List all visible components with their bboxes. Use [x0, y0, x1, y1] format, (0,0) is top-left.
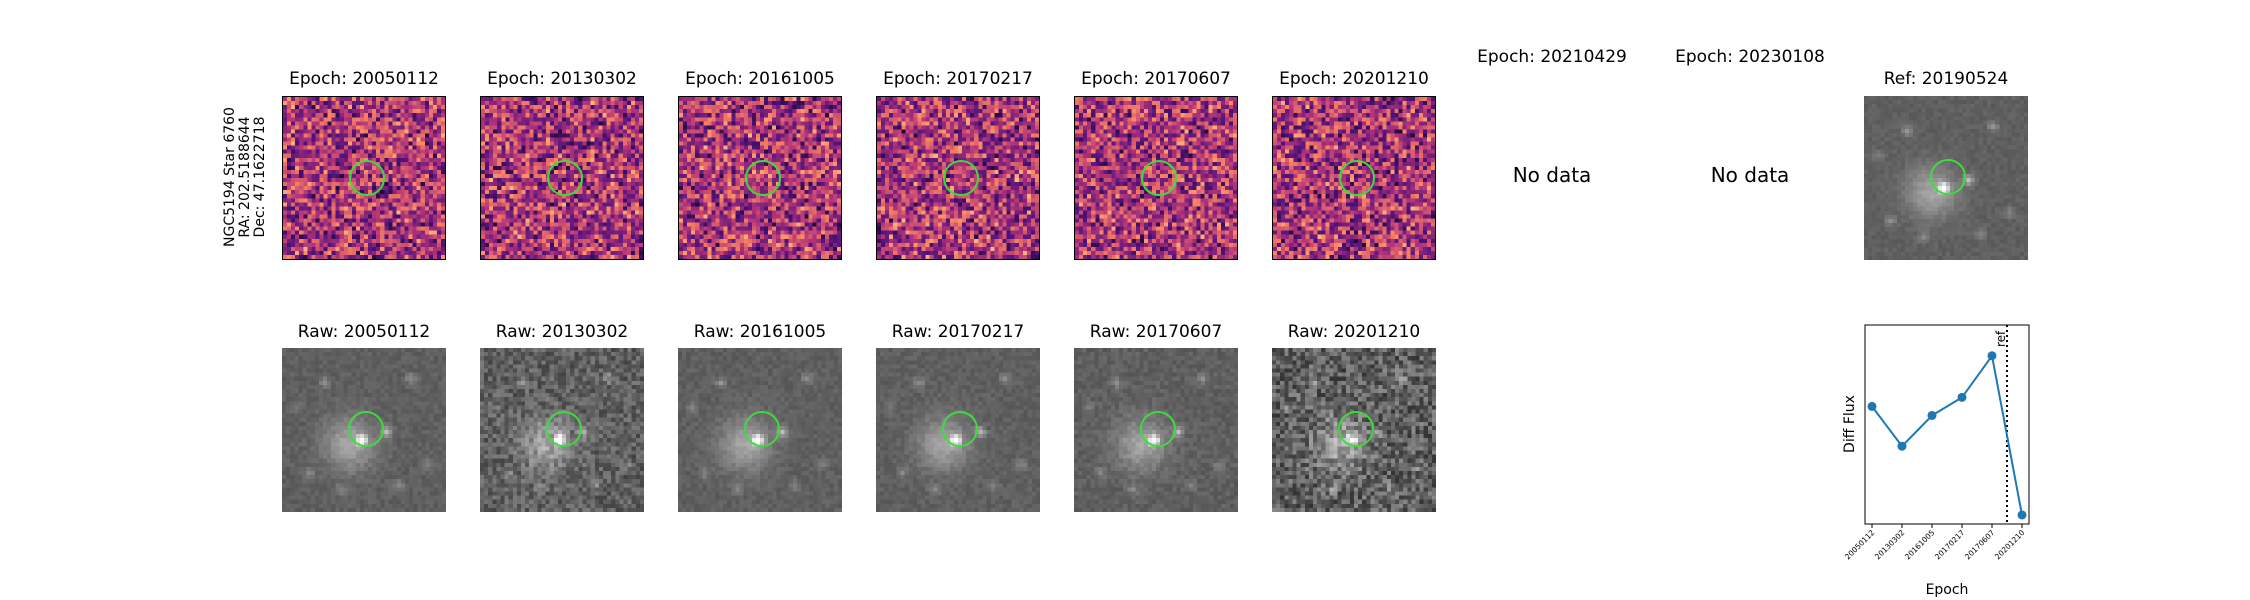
diff-panel-6 — [1272, 96, 1436, 260]
diff-title-3: Epoch: 20161005 — [685, 69, 835, 89]
x-axis-label: Epoch — [1926, 582, 1969, 598]
raw-title-2: Raw: 20130302 — [495, 322, 629, 342]
diff-title-1: Epoch: 20050112 — [289, 69, 439, 89]
plot-frame — [1864, 324, 2030, 525]
raw-panel-3 — [678, 348, 842, 512]
object-label: NGC5194 Star 6760 RA: 202.5188644 Dec: 4… — [222, 107, 268, 247]
no-data-label-7: No data — [1512, 163, 1592, 187]
diff-panel-5 — [1074, 96, 1238, 260]
raw-panel-6 — [1272, 348, 1436, 512]
target-circle — [348, 411, 384, 447]
target-circle — [1930, 159, 1966, 195]
raw-panel-1 — [282, 348, 446, 512]
diff-title-8: Epoch: 20230108 — [1675, 47, 1825, 67]
target-circle — [349, 160, 385, 196]
diff-panel-2 — [480, 96, 644, 260]
flux-point — [1987, 351, 1997, 361]
flux-point — [1927, 410, 1937, 420]
object-name: NGC5194 Star 6760 — [222, 107, 238, 247]
raw-title-5: Raw: 20170607 — [1089, 322, 1223, 342]
ref-panel — [1864, 96, 2028, 260]
target-circle — [546, 411, 582, 447]
ref-label: ref — [1994, 330, 2008, 347]
ref-title: Ref: 20190524 — [1883, 69, 2009, 89]
x-tick-label: 20170217 — [1933, 528, 1967, 562]
x-tick-label: 20050112 — [1843, 528, 1877, 562]
target-circle — [1339, 160, 1375, 196]
target-circle — [744, 411, 780, 447]
raw-title-4: Raw: 20170217 — [891, 322, 1025, 342]
flux-series-line — [1871, 353, 2023, 516]
x-tick-label: 20170607 — [1963, 528, 1997, 562]
raw-title-1: Raw: 20050112 — [297, 322, 431, 342]
raw-title-6: Raw: 20201210 — [1287, 322, 1421, 342]
target-circle — [547, 160, 583, 196]
target-circle — [1140, 411, 1176, 447]
diff-title-6: Epoch: 20201210 — [1279, 69, 1429, 89]
x-tick-label: 20201210 — [1993, 528, 2027, 562]
target-circle — [1141, 160, 1177, 196]
no-data-label-8: No data — [1710, 163, 1790, 187]
target-circle — [943, 160, 979, 196]
diff-panel-3 — [678, 96, 842, 260]
raw-panel-4 — [876, 348, 1040, 512]
raw-title-3: Raw: 20161005 — [693, 322, 827, 342]
x-tick-label: 20130302 — [1873, 528, 1907, 562]
y-axis-label: Diff Flux — [1842, 395, 1858, 453]
flux-point — [1867, 401, 1877, 411]
raw-panel-5 — [1074, 348, 1238, 512]
flux-point — [1897, 441, 1907, 451]
diff-title-7: Epoch: 20210429 — [1477, 47, 1627, 67]
diff-title-5: Epoch: 20170607 — [1081, 69, 1231, 89]
object-dec: Dec: 47.1622718 — [252, 116, 268, 238]
flux-point — [1957, 392, 1967, 402]
x-tick-label: 20161005 — [1903, 528, 1937, 562]
diff-title-4: Epoch: 20170217 — [883, 69, 1033, 89]
diff-panel-1 — [282, 96, 446, 260]
light-curve-chart: ref 200501122013030220161005201702172017… — [1842, 324, 2030, 598]
target-circle — [1338, 411, 1374, 447]
object-ra: RA: 202.5188644 — [237, 116, 253, 238]
target-circle — [745, 160, 781, 196]
diff-panel-4 — [876, 96, 1040, 260]
flux-point — [2017, 510, 2027, 520]
raw-panel-2 — [480, 348, 644, 512]
target-circle — [942, 411, 978, 447]
diff-title-2: Epoch: 20130302 — [487, 69, 637, 89]
